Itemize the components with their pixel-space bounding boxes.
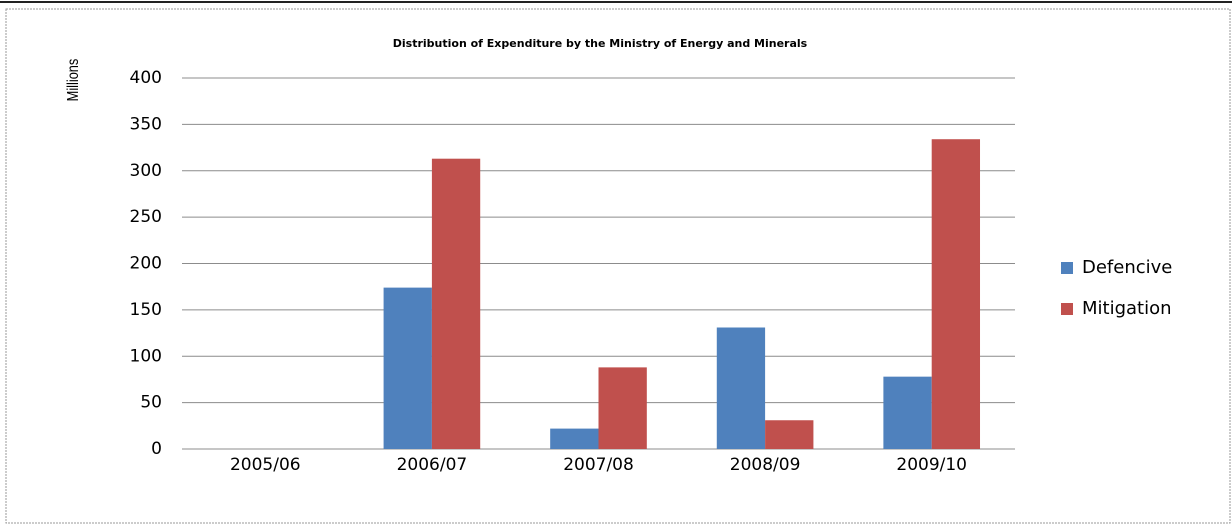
legend-swatch [1061,262,1073,274]
y-tick-label: 350 [130,114,162,134]
chart-title: Distribution of Expenditure by the Minis… [393,37,808,50]
y-tick-label: 100 [130,346,162,366]
x-tick-label: 2008/09 [730,455,801,475]
y-tick-label: 200 [130,254,162,274]
y-tick-label: 400 [130,68,162,88]
frame [5,8,1231,524]
bar [883,376,932,449]
y-tick-label: 50 [140,393,162,413]
x-tick-label: 2009/10 [896,455,967,475]
y-tick-label: 150 [130,300,162,320]
bar [550,428,599,449]
bar [931,139,981,449]
bar [383,287,432,449]
x-tick-label: 2005/06 [230,455,301,475]
legend-label: Mitigation [1082,298,1172,319]
legend-label: Defencive [1082,257,1172,278]
bar [716,327,766,449]
y-tick-label: 0 [151,439,162,459]
y-tick-label: 300 [130,161,162,181]
x-tick-label: 2006/07 [397,455,468,475]
bar [765,420,814,449]
y-axis-label: Millions [65,59,83,102]
bar [598,367,647,449]
legend-swatch [1061,303,1073,315]
y-tick-label: 250 [130,207,162,227]
x-tick-label: 2007/08 [563,455,634,475]
bar [431,158,481,449]
